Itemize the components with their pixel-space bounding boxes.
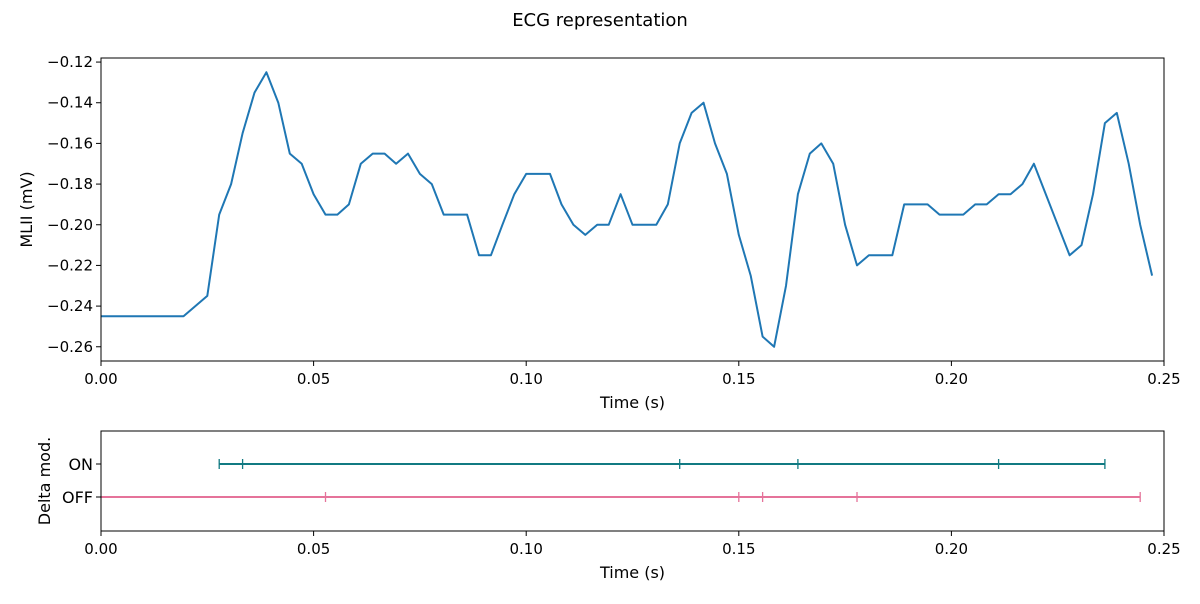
y-tick-label: −0.20 <box>47 216 93 234</box>
x-tick-label: 0.05 <box>297 540 330 558</box>
x-tick-label: 0.25 <box>1147 540 1180 558</box>
ecg-axes-frame <box>100 57 1165 362</box>
x-tick-label: 0.25 <box>1147 370 1180 388</box>
y-category-label: OFF <box>62 488 93 507</box>
x-tick-label: 0.00 <box>84 540 117 558</box>
delta-axes-frame <box>100 430 1165 532</box>
x-tick-label: 0.10 <box>509 370 542 388</box>
y-tick-label: −0.16 <box>47 134 93 152</box>
y-category-label: ON <box>68 455 93 474</box>
y-axis-label: Delta mod. <box>35 437 54 525</box>
delta-mod-axes: 0.00 0.05 0.10 0.15 0.20 0.25 ON OFF Time (s) Del… <box>35 430 1181 582</box>
x-tick-label: 0.15 <box>722 370 755 388</box>
x-tick-label: 0.20 <box>935 370 968 388</box>
x-tick-label: 0.05 <box>297 370 330 388</box>
y-tick-label: −0.14 <box>47 94 93 112</box>
ecg-axes: 0.00 0.05 0.10 0.15 0.20 0.25 −0.26 −0.24 −0.22 −… <box>17 53 1181 412</box>
y-tick-label: −0.26 <box>47 338 93 356</box>
x-tick-label: 0.15 <box>722 540 755 558</box>
x-tick-label: 0.10 <box>509 540 542 558</box>
x-axis-label: Time (s) <box>599 563 665 582</box>
y-tick-label: −0.24 <box>47 297 93 315</box>
y-tick-label: −0.18 <box>47 175 93 193</box>
y-axis-label: MLII (mV) <box>17 171 36 247</box>
ecg-series-line <box>101 71 1154 348</box>
x-tick-label: 0.20 <box>935 540 968 558</box>
x-axis-label: Time (s) <box>599 393 665 412</box>
y-tick-label: −0.22 <box>47 256 93 274</box>
chart-title: ECG representation <box>512 10 688 31</box>
y-tick-label: −0.12 <box>47 53 93 71</box>
x-tick-label: 0.00 <box>84 370 117 388</box>
